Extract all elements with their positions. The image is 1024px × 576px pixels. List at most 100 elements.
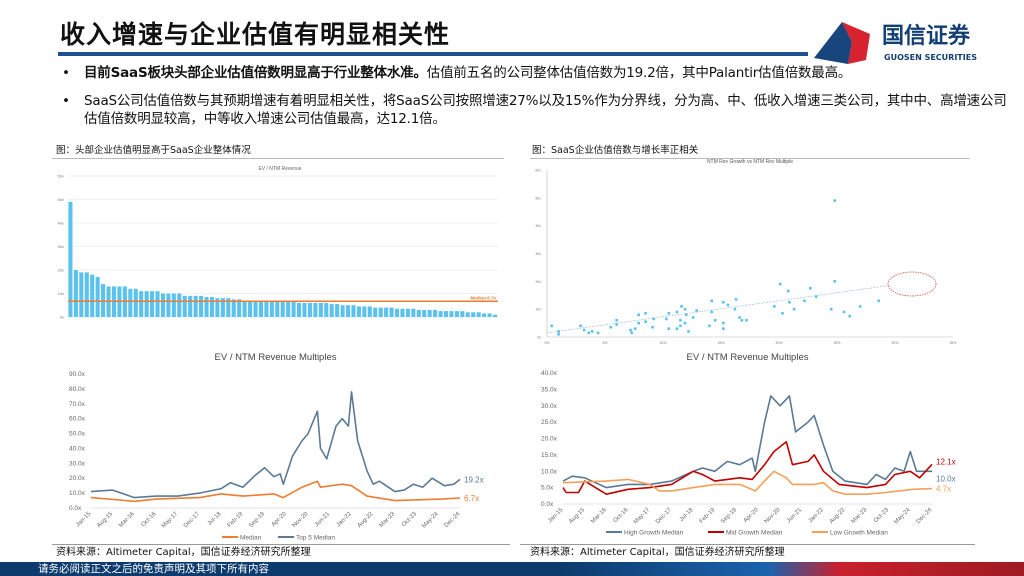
scatter-point <box>740 319 744 322</box>
y-tick-label: 10.0x <box>69 490 86 497</box>
scatter-point <box>842 310 846 314</box>
scatter-point <box>633 327 637 330</box>
scatter-point <box>792 307 796 311</box>
series-line <box>90 391 461 499</box>
scatter-point <box>675 327 679 330</box>
bar <box>242 300 247 317</box>
y-tick-label: 0.0x <box>69 505 82 512</box>
trendline-annotation <box>887 271 937 297</box>
bar <box>73 270 78 317</box>
scatter-point <box>579 324 582 328</box>
chart-title: NTM Rev Growth vs NTM Rev Multiple <box>707 159 793 165</box>
scatter-point <box>637 313 640 317</box>
bar <box>394 308 400 317</box>
y-tick-label: 30.0x <box>69 460 86 467</box>
bar <box>356 306 361 317</box>
chart-title: EV / NTM Revenue Multiples <box>687 352 809 363</box>
scatter-point <box>814 295 818 298</box>
bar <box>264 300 269 317</box>
y-tick-label: 70.0x <box>69 401 86 408</box>
x-tick-label: Jun-21 <box>786 507 804 525</box>
x-tick-label: Dec-24 <box>915 507 933 525</box>
y-tick-label: 40x <box>535 224 541 228</box>
title-divider <box>58 52 808 56</box>
scatter-point <box>858 305 862 308</box>
y-tick-label: 20.0x <box>69 475 86 482</box>
legend-label: Mid Growth Median <box>726 530 783 537</box>
caption-right: 图：SaaS企业估值倍数与增长率正相关 <box>532 145 699 156</box>
series-end-label: 12.1x <box>936 457 956 466</box>
bar <box>90 274 95 317</box>
x-tick-label: Nov-20 <box>764 507 782 525</box>
x-tick-label: Feb-19 <box>699 507 717 525</box>
scatter-point <box>596 331 600 335</box>
bar <box>335 304 340 317</box>
scatter-point <box>667 327 671 330</box>
bar <box>68 201 73 317</box>
series-line <box>90 480 461 503</box>
scatter-point <box>695 309 698 312</box>
bullet-1: • 目前SaaS板块头部企业估值倍数明显高于行业整体水准。估值前五名的公司整体估… <box>62 64 1017 82</box>
bar <box>133 288 138 317</box>
x-tick-label: Jul-18 <box>679 507 695 523</box>
bullet-text: SaaS公司估值倍数与其预期增速有着明显相关性，将SaaS公司按照增速27%以及… <box>84 93 1007 127</box>
bar <box>150 291 155 317</box>
bar <box>465 312 470 317</box>
scatter-point <box>652 317 656 321</box>
scatter-point <box>781 312 784 315</box>
scatter-point <box>587 331 591 335</box>
bar <box>324 302 329 317</box>
scatter-point <box>590 330 594 333</box>
y-tick-label: 80.0x <box>69 386 86 393</box>
series-line <box>562 440 933 496</box>
x-tick-label: Oct-16 <box>613 507 630 524</box>
page-title: 收入增速与企业估值有明显相关性 <box>60 20 451 49</box>
bar <box>378 307 383 317</box>
bar <box>329 304 334 317</box>
source-right: 资料来源：Altimeter Capital，国信证券经济研究所整理 <box>530 547 785 558</box>
chart-title: EV / NTM Revenue Multiples <box>215 352 337 363</box>
y-tick-label: 0x <box>537 336 541 340</box>
scatter-point <box>557 330 560 333</box>
y-tick-label: 35.0x <box>541 386 558 393</box>
bar <box>367 306 372 317</box>
scatter-point <box>788 300 791 304</box>
bar <box>476 312 481 317</box>
y-tick-label: 50x <box>535 196 541 200</box>
y-tick-label: 0.0x <box>541 501 554 508</box>
bar <box>269 300 274 317</box>
y-tick-label: 20x <box>58 268 64 273</box>
source-divider <box>520 544 975 545</box>
series-line <box>562 470 933 496</box>
bar <box>427 309 432 317</box>
scatter-point <box>680 305 683 308</box>
bar <box>79 272 84 317</box>
y-tick-label: 30x <box>58 244 64 249</box>
x-tick-label: 25% <box>833 341 840 345</box>
bullet-dot: • <box>62 65 70 81</box>
trendline <box>546 285 890 334</box>
bar <box>199 295 204 317</box>
scatter-point <box>644 320 647 323</box>
x-tick-label: Mar-16 <box>590 507 608 525</box>
bar <box>384 307 389 317</box>
y-tick-label: 10.0x <box>541 468 558 475</box>
scatter-point <box>710 310 714 314</box>
scatter-point <box>713 319 717 322</box>
bar <box>155 291 160 317</box>
scatter-point <box>644 312 647 315</box>
series-end-label: 6.7x <box>464 494 479 503</box>
bar <box>389 307 394 317</box>
bar <box>128 288 133 317</box>
bar <box>351 305 356 317</box>
scatter-point <box>877 299 881 303</box>
scatter-point <box>833 199 836 202</box>
bar <box>438 311 443 317</box>
bar <box>220 298 225 317</box>
bar <box>177 293 182 317</box>
scatter-point <box>726 303 730 307</box>
scatter-point <box>609 325 613 329</box>
y-tick-label: 50x <box>58 197 64 202</box>
bar <box>193 295 198 317</box>
